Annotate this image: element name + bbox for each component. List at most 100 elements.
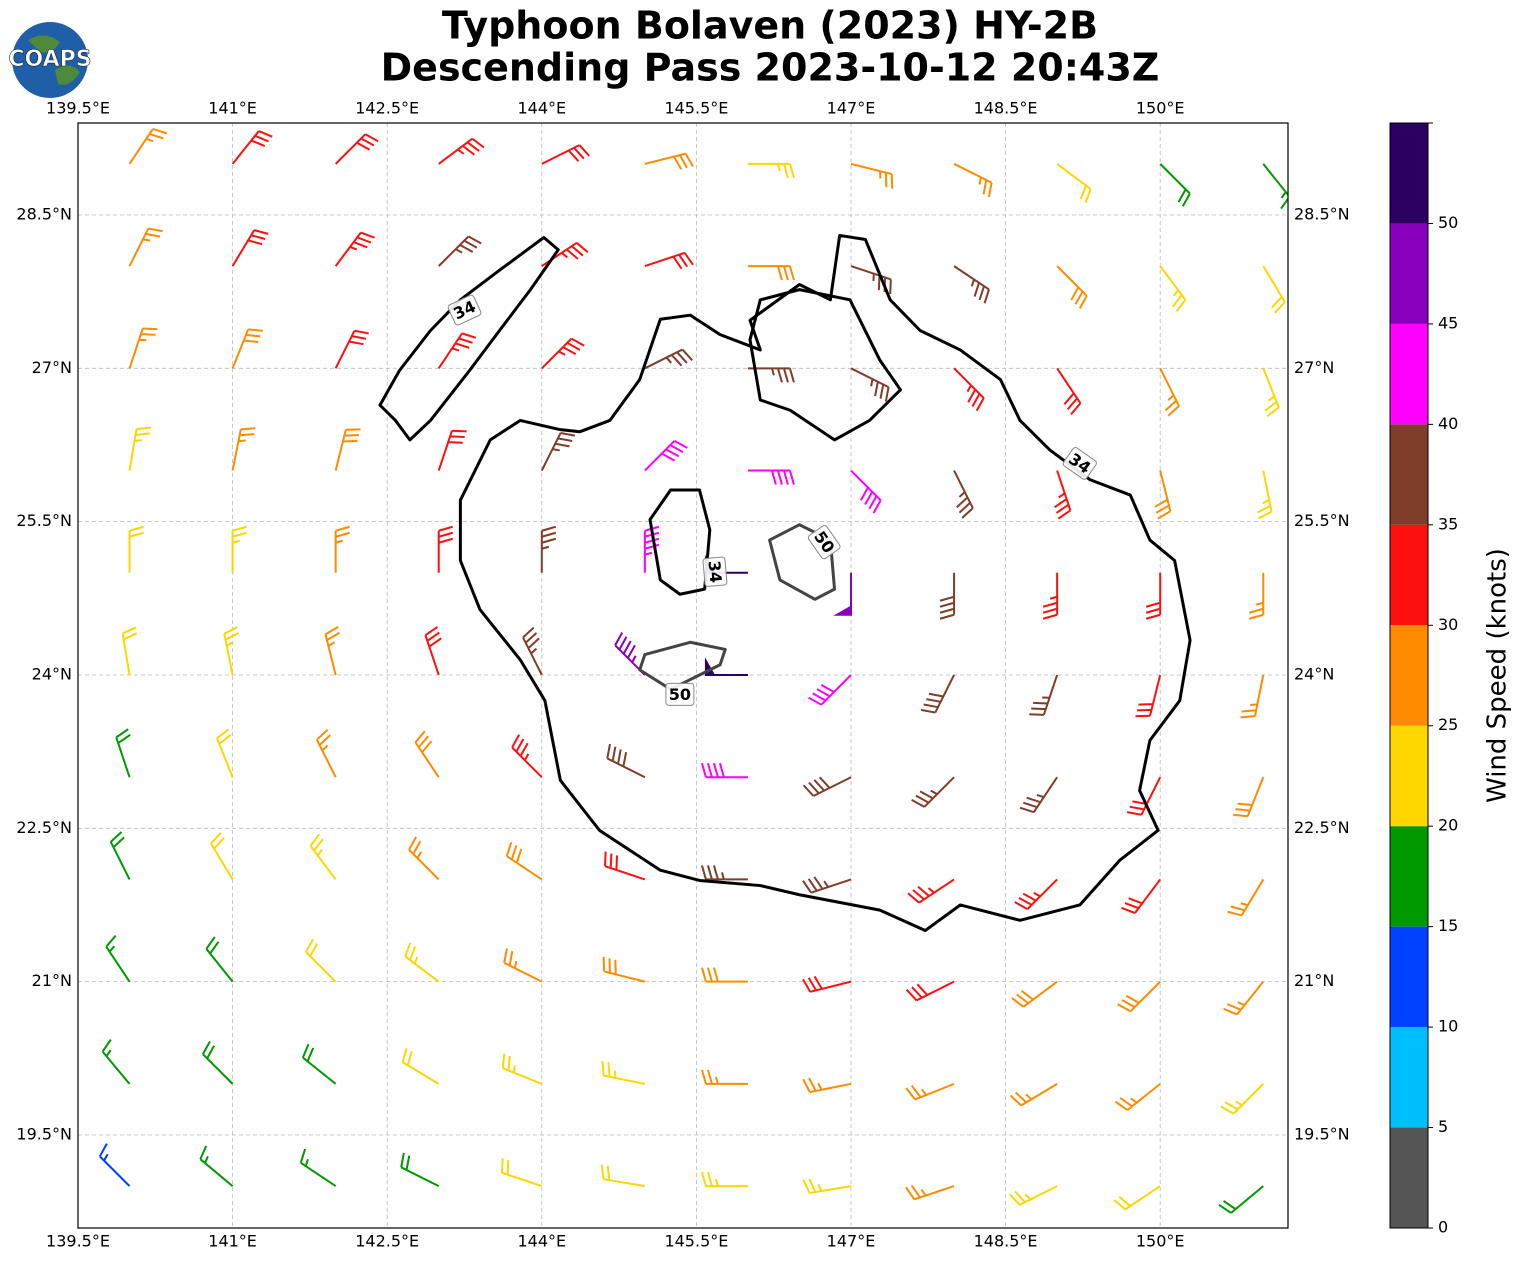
wind-barb (1262, 265, 1286, 314)
wind-barb (231, 525, 247, 573)
wind-barb (802, 975, 852, 993)
wind-barb (1159, 367, 1180, 417)
wind-barb (1056, 367, 1082, 416)
contour-label: 34 (447, 294, 482, 326)
wind-barb (128, 327, 158, 369)
logo: COAPS (8, 22, 92, 98)
y-tick-label: 21°N (32, 971, 72, 990)
wind-barb (600, 1164, 646, 1188)
wind-barb (199, 1145, 234, 1187)
wind-barb (437, 525, 454, 573)
plot-frame (77, 122, 1289, 1229)
wind-barb (501, 1053, 543, 1085)
wind-barb (1009, 1083, 1058, 1107)
wind-barb (1011, 980, 1058, 1008)
wind-barb (700, 865, 748, 881)
wind-barb (920, 674, 955, 714)
x-tick-label: 139.5°E (46, 99, 110, 118)
wind-barb (540, 525, 557, 573)
y-tick-label: 22.5°N (1294, 818, 1350, 837)
wind-barb (644, 348, 694, 370)
wind-barb (301, 1043, 337, 1085)
wind-barb (128, 426, 152, 471)
y-tick-label: 24°N (1294, 664, 1334, 683)
wind-barb (1056, 163, 1092, 204)
colorbar-segment (1390, 223, 1428, 324)
contour-label-box (447, 294, 482, 326)
colorbar-segment (1390, 424, 1428, 525)
wind-barb (401, 1047, 440, 1085)
wind-barb (128, 525, 144, 573)
wind-barb (808, 674, 852, 706)
colorbar-tick-label: 30 (1438, 615, 1458, 634)
chart-subtitle: Descending Pass 2023-10-12 20:43Z (381, 46, 1160, 90)
wind-barb (833, 572, 852, 616)
contour-label: 34 (702, 556, 728, 587)
x-tick-label: 141°E (208, 99, 257, 118)
y-tick-label: 28.5°N (1294, 204, 1350, 223)
wind-barb (747, 265, 795, 281)
wind-barb (700, 1069, 748, 1085)
colorbar-tick-label: 25 (1438, 715, 1458, 734)
wind-barb (802, 776, 852, 797)
wind-barb (1029, 674, 1059, 716)
colorbar-segment (1390, 123, 1428, 224)
wind-barb (500, 1158, 543, 1188)
wind-barb (747, 469, 795, 485)
wind-barb (101, 1039, 131, 1085)
wind-barb (953, 367, 985, 412)
wind-barb (644, 152, 694, 170)
wind-barb (121, 626, 138, 676)
wind-barb (1042, 572, 1059, 620)
wind-barb (105, 934, 131, 983)
wind-barb (223, 626, 239, 676)
wind-barb (700, 1171, 748, 1188)
wind-barb (1113, 1185, 1161, 1211)
x-tick-label: 142.5°E (355, 99, 419, 118)
wind-barb (334, 133, 379, 165)
wind-barb (1114, 1083, 1161, 1111)
wind-barb (911, 776, 955, 808)
wind-barb (1262, 367, 1280, 418)
wind-barb (231, 229, 269, 267)
contour-label-text: 34 (705, 560, 726, 584)
wind-barb (850, 367, 890, 402)
y-tick-label: 27°N (1294, 358, 1334, 377)
wind-barb (1240, 674, 1265, 719)
contour-line (748, 288, 902, 442)
x-tick-label: 148.5°E (974, 1232, 1038, 1251)
colorbar-tick-label: 50 (1438, 213, 1458, 232)
y-tick-label: 28.5°N (16, 204, 72, 223)
colorbar-segment (1390, 625, 1428, 726)
y-tick-label: 21°N (1294, 971, 1334, 990)
colorbar-segment (1390, 1127, 1428, 1228)
colorbar-tick-label: 20 (1438, 816, 1458, 835)
colorbar-segment (1390, 323, 1428, 425)
wind-barb (315, 729, 337, 778)
wind-barb (115, 728, 131, 778)
wind-barb (1121, 878, 1161, 914)
wind-barb (1008, 1185, 1058, 1206)
colorbar-segment (1390, 926, 1428, 1028)
colorbar-tick-label: 0 (1438, 1218, 1448, 1237)
wind-barb (644, 439, 688, 472)
wind-barb (850, 162, 894, 189)
wind-barb (334, 231, 375, 267)
wind-barb (614, 632, 646, 676)
wind-barb (1154, 470, 1172, 520)
wind-barb (907, 878, 955, 904)
contour-line (458, 233, 1192, 933)
wind-barb (747, 162, 795, 179)
wind-barb (305, 938, 337, 983)
wind-barb (1220, 1083, 1264, 1115)
y-tick-label: 19.5°N (1294, 1124, 1350, 1143)
x-tick-label: 142.5°E (355, 1232, 419, 1251)
wind-barb (540, 432, 576, 471)
x-tick-label: 148.5°E (974, 99, 1038, 118)
wind-barb (505, 841, 543, 881)
wind-barb (404, 942, 440, 983)
wind-barb (210, 832, 234, 880)
y-tick-label: 19.5°N (16, 1124, 72, 1143)
contour-label: 34 (1062, 447, 1097, 480)
